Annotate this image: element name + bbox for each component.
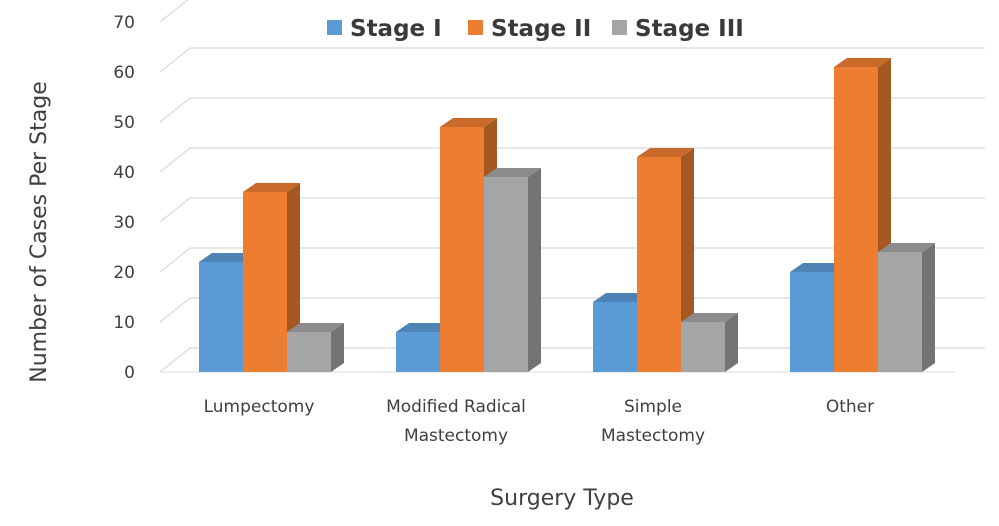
gridline [159, 147, 985, 173]
bar-top [681, 313, 738, 322]
x-category-label: Modified Radical Mastectomy [386, 397, 526, 446]
bar-top [878, 243, 935, 252]
bar-top [484, 168, 541, 177]
bar-top [637, 148, 694, 157]
bar-front [593, 302, 637, 372]
bar-side [331, 323, 344, 372]
bars [199, 58, 935, 372]
bar-top [834, 58, 891, 67]
legend-item: Stage III [612, 16, 744, 42]
y-axis-title: Number of Cases Per Stage [27, 81, 52, 383]
gridline [159, 247, 985, 273]
legend-label: Stage I [350, 16, 442, 42]
legend: Stage I Stage II Stage III [327, 16, 744, 42]
bar-front [637, 157, 681, 372]
bar-front [440, 127, 484, 372]
bar-front [834, 67, 878, 372]
legend-swatch [468, 20, 483, 35]
gridline [159, 0, 189, 23]
gridline [159, 97, 985, 123]
bar-front [396, 332, 440, 372]
y-tick-label: 20 [113, 263, 135, 283]
bar-front [790, 272, 834, 372]
legend-label: Stage III [635, 16, 744, 42]
x-category-label: Simple Mastectomy [601, 397, 705, 446]
y-tick-label: 10 [113, 313, 135, 333]
y-tick-label: 40 [113, 163, 135, 183]
bar [484, 168, 541, 372]
bar-top [593, 293, 650, 302]
gridline [159, 47, 985, 73]
x-axis-categories: Lumpectomy Modified Radical Mastectomy Simp… [204, 397, 875, 446]
bar [287, 323, 344, 372]
legend-item: Stage I [327, 16, 442, 42]
gridline [159, 297, 985, 323]
bar-top [790, 263, 847, 272]
bar-top [243, 183, 300, 192]
bar-front [681, 322, 725, 372]
legend-item: Stage II [468, 16, 591, 42]
bar-top [440, 118, 497, 127]
y-tick-label: 50 [113, 113, 135, 133]
x-axis-title: Surgery Type [490, 486, 634, 511]
bar [243, 183, 300, 372]
x-category-label: Lumpectomy [204, 397, 315, 417]
y-tick-label: 70 [113, 13, 135, 33]
bar-side [922, 243, 935, 372]
bar-front [878, 252, 922, 372]
bar [878, 243, 935, 372]
bar-front [484, 177, 528, 372]
y-axis-ticks: 0 10 20 30 40 50 60 70 [113, 13, 135, 383]
bar-front [287, 332, 331, 372]
bar [681, 313, 738, 372]
bar-top [199, 253, 256, 262]
legend-swatch [327, 20, 342, 35]
legend-label: Stage II [491, 16, 591, 42]
y-tick-label: 0 [124, 363, 135, 383]
y-tick-label: 30 [113, 213, 135, 233]
gridlines [159, 0, 985, 373]
legend-swatch [612, 20, 627, 35]
bar-front [199, 262, 243, 372]
y-tick-label: 60 [113, 63, 135, 83]
gridline [159, 197, 985, 223]
bar-front [243, 192, 287, 372]
x-category-label: Other [826, 397, 874, 417]
bar-side [528, 168, 541, 372]
bar-top [396, 323, 453, 332]
bar-side [287, 183, 300, 372]
bar-top [287, 323, 344, 332]
bar-side [725, 313, 738, 372]
